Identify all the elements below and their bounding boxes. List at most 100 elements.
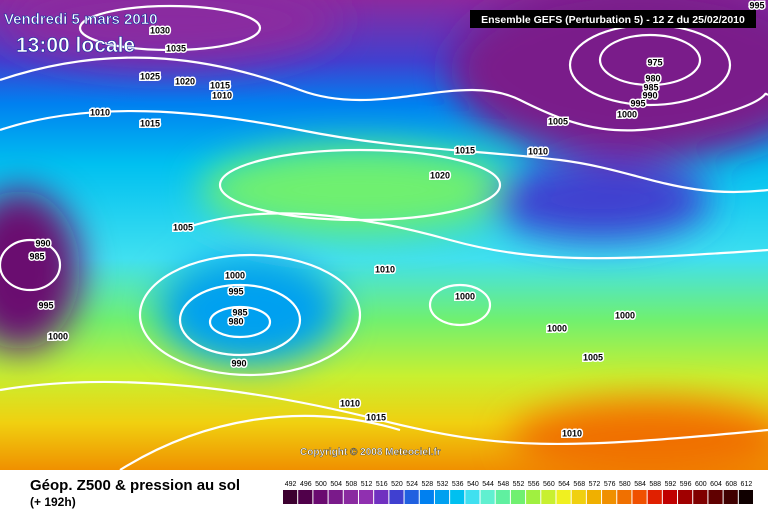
- legend-label: 604: [710, 481, 722, 488]
- isobar-label: 980: [645, 73, 660, 83]
- isobar-label: 1010: [562, 428, 582, 438]
- isobar-label: 1030: [150, 25, 170, 35]
- isobar-label: 995: [749, 0, 764, 10]
- legend-swatch: [541, 490, 556, 504]
- isobar-label: 985: [232, 307, 247, 317]
- legend-swatch: [647, 490, 662, 504]
- model-info: Ensemble GEFS (Perturbation 5) - 12 Z du…: [481, 14, 745, 26]
- legend-swatch: [328, 490, 343, 504]
- isobar-label: 1010: [528, 146, 548, 156]
- legend-swatch: [586, 490, 602, 504]
- isobar-label: 1005: [583, 352, 603, 362]
- legend-label: 508: [346, 481, 358, 488]
- legend-label: 596: [680, 481, 692, 488]
- legend-label: 588: [649, 481, 661, 488]
- legend-swatch: [298, 490, 313, 504]
- legend-swatch: [465, 490, 480, 504]
- legend-swatch: [434, 490, 450, 504]
- legend-swatch: [495, 490, 510, 504]
- isobar-label: 1005: [173, 222, 193, 232]
- legend-label: 584: [634, 481, 646, 488]
- isobar-label: 1010: [212, 90, 232, 100]
- legend-swatch: [358, 490, 374, 504]
- isobar-label: 1035: [166, 43, 186, 53]
- legend-label: 492: [285, 481, 297, 488]
- legend-label: 516: [376, 481, 388, 488]
- legend-swatch: [662, 490, 678, 504]
- legend-label: 580: [619, 481, 631, 488]
- legend-swatch: [693, 490, 708, 504]
- legend-swatch: [510, 490, 526, 504]
- legend-label: 576: [604, 481, 616, 488]
- isobar-label: 985: [29, 251, 44, 261]
- isobar-lines: [0, 4, 768, 471]
- legend-swatch: [602, 490, 617, 504]
- isobar-label: 1000: [615, 310, 635, 320]
- isobar-label: 995: [630, 98, 645, 108]
- legend-swatch: [283, 490, 298, 504]
- legend-swatch: [450, 490, 465, 504]
- isobar-label: 1020: [175, 76, 195, 86]
- map-background: [0, 0, 768, 480]
- legend-swatch: [374, 490, 389, 504]
- legend-swatch: [632, 490, 647, 504]
- legend-label: 564: [558, 481, 570, 488]
- date-label: Vendredi 5 mars 2010: [4, 11, 157, 28]
- legend-swatch: [419, 490, 434, 504]
- isobar-label: 1010: [340, 398, 360, 408]
- legend-swatch: [389, 490, 404, 504]
- isobar-label: 1000: [225, 270, 245, 280]
- legend-swatch: [617, 490, 632, 504]
- legend-label: 536: [452, 481, 464, 488]
- isobar-label: 990: [35, 238, 50, 248]
- forecast-lead: (+ 192h): [30, 495, 76, 509]
- isobar-label: 995: [228, 286, 243, 296]
- legend-label: 532: [437, 481, 449, 488]
- isobar-label: 980: [228, 316, 243, 326]
- legend-swatch: [404, 490, 419, 504]
- legend-label: 496: [300, 481, 312, 488]
- legend-label: 544: [482, 481, 494, 488]
- isobar-label: 985: [643, 82, 658, 92]
- isobar-label: 1005: [548, 116, 568, 126]
- legend-label: 612: [741, 481, 753, 488]
- legend-swatch: [723, 490, 738, 504]
- isobar-label: 1000: [455, 291, 475, 301]
- legend-label: 552: [513, 481, 525, 488]
- legend-swatch: [313, 490, 328, 504]
- isobar-label: 1000: [547, 323, 567, 333]
- legend-label: 548: [497, 481, 509, 488]
- isobar-label: 1015: [455, 145, 475, 155]
- time-label: 13:00 locale: [16, 34, 135, 57]
- color-legend: 492 496 500 504 508 512 516 520 524 528 532 536 540 5…: [283, 481, 753, 504]
- legend-swatch: [343, 490, 358, 504]
- isobar-label: 975: [647, 57, 662, 67]
- legend-label: 500: [315, 481, 327, 488]
- isobar-label: 990: [231, 358, 246, 368]
- isobar-label: 1000: [617, 109, 637, 119]
- legend-label: 572: [589, 481, 601, 488]
- isobar-label: 1020: [430, 170, 450, 180]
- legend-swatch: [526, 490, 541, 504]
- isobar-label: 1025: [140, 71, 160, 81]
- isobar-label: 1015: [366, 412, 386, 422]
- legend-label: 592: [665, 481, 677, 488]
- footer-title: Géop. Z500 & pression au sol: [30, 477, 240, 494]
- isobar-label: 1015: [210, 80, 230, 90]
- isobar-label: 1010: [375, 264, 395, 274]
- legend-swatch: [738, 490, 753, 504]
- legend-label: 520: [391, 481, 403, 488]
- isobar-label: 1015: [140, 118, 160, 128]
- legend-label: 560: [543, 481, 555, 488]
- legend-swatch: [678, 490, 693, 504]
- model-box: [470, 10, 756, 28]
- isobar-label: 1000: [48, 331, 68, 341]
- legend-label: 528: [421, 481, 433, 488]
- isobar-label: 995: [38, 300, 53, 310]
- legend-label: 568: [573, 481, 585, 488]
- isobar-label: 990: [642, 90, 657, 100]
- legend-label: 512: [361, 481, 373, 488]
- legend-label: 556: [528, 481, 540, 488]
- legend-label: 504: [330, 481, 342, 488]
